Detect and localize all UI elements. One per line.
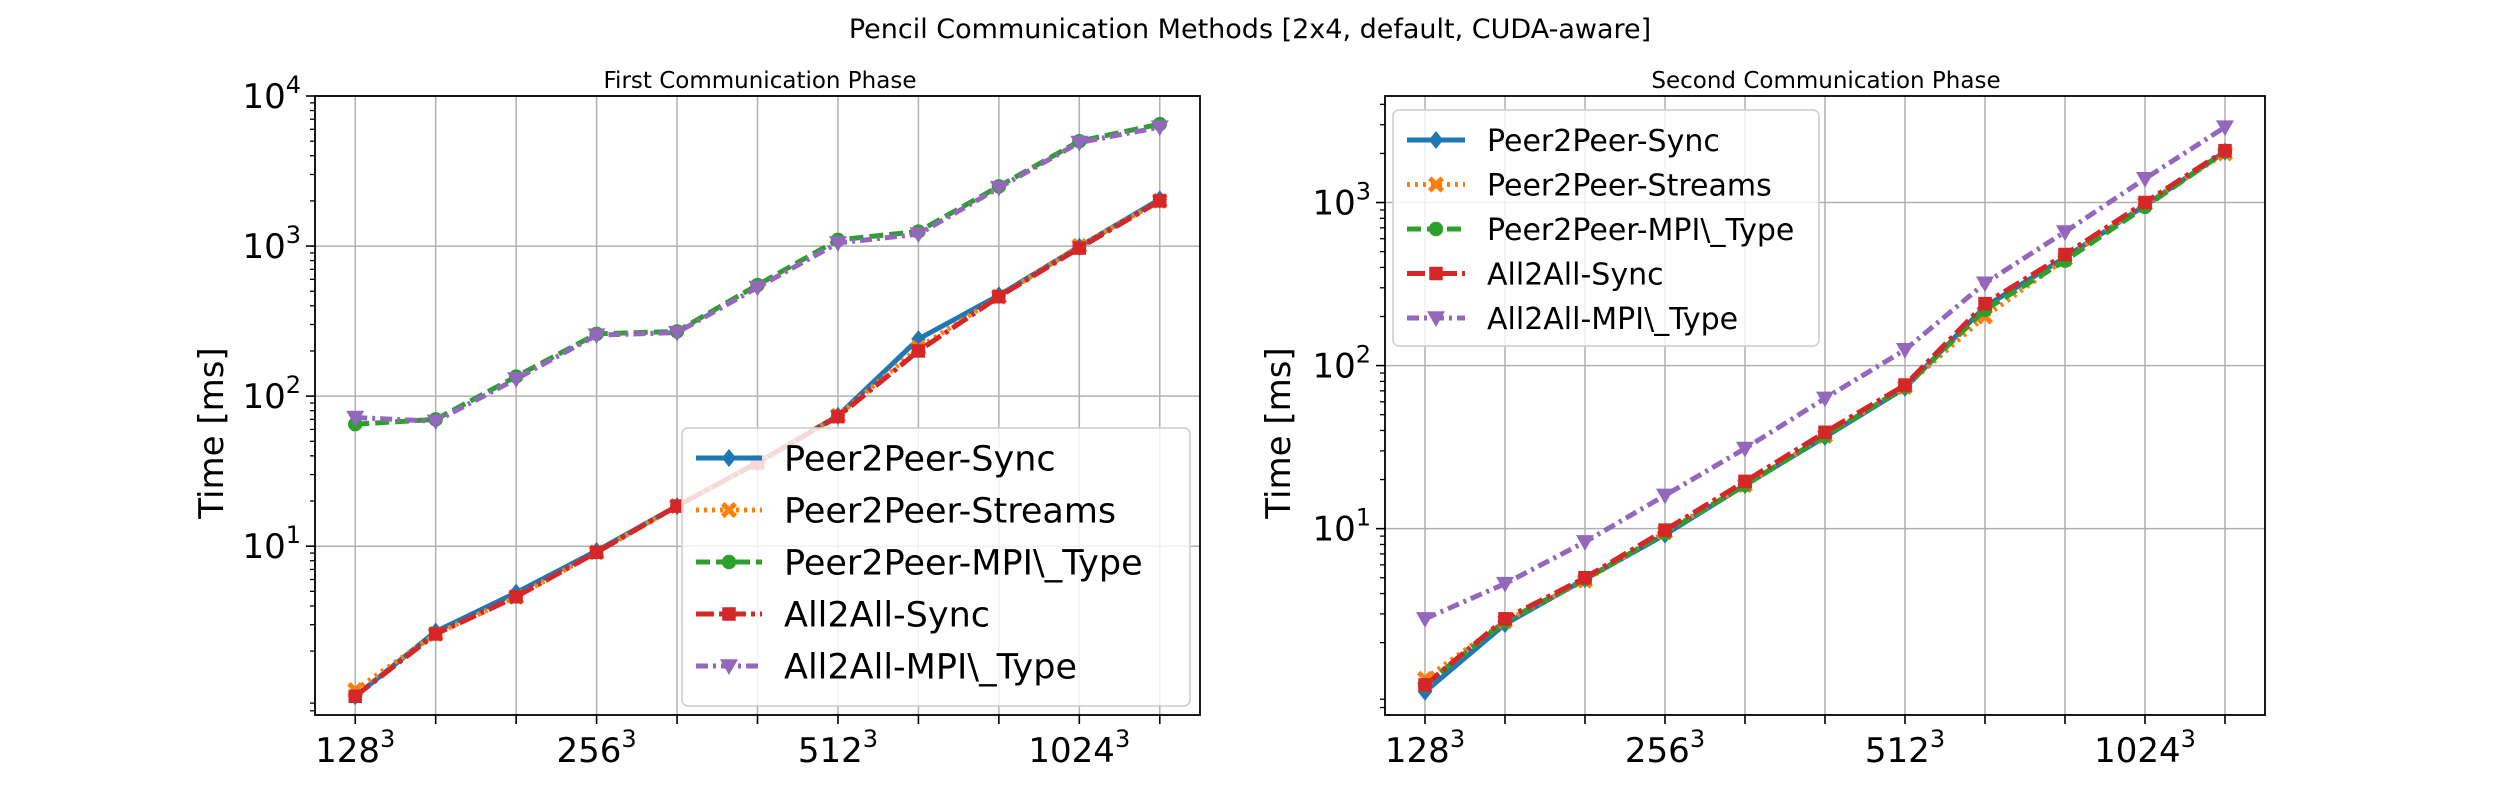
data-point <box>1898 378 1912 392</box>
chart-second-phase: Second Communication Phase Time [ms] 101… <box>1259 68 2266 771</box>
data-point <box>1656 488 1674 505</box>
data-point <box>1736 441 1754 458</box>
x-tick-label: 2563 <box>556 725 636 771</box>
legend-marker <box>720 659 738 675</box>
data-point <box>911 344 926 358</box>
legend-label: Peer2Peer-Sync <box>1487 124 1720 159</box>
legend-box <box>681 427 1191 707</box>
x-tick-label: 5123 <box>798 725 878 771</box>
data-point <box>1496 576 1514 593</box>
x-tick-label: 5123 <box>1865 725 1945 771</box>
x-tick-label: 10243 <box>1028 725 1130 771</box>
data-point <box>1576 535 1594 551</box>
data-point <box>1153 194 1167 208</box>
legend-marker <box>721 449 737 467</box>
data-point <box>989 180 1008 197</box>
data-point <box>507 372 526 389</box>
series-all2all-sync <box>1418 143 2232 692</box>
data-point <box>1070 135 1089 152</box>
y-tick-label: 101 <box>1312 504 1371 550</box>
legend-label: All2All-MPI\_Type <box>1487 302 1738 337</box>
y-tick-label: 103 <box>242 221 301 267</box>
series-all2all-sync <box>348 194 1167 704</box>
legend-marker <box>1427 176 1445 193</box>
data-point <box>1498 612 1512 626</box>
legend-label: All2All-Sync <box>1487 257 1664 292</box>
legend-marker <box>721 554 737 570</box>
data-point <box>1418 678 1432 692</box>
legend-marker <box>1427 311 1445 327</box>
data-point <box>428 627 443 641</box>
legend-box <box>1392 109 1820 347</box>
series-all2all-mpi-type <box>1416 120 2234 628</box>
legend-label: Peer2Peer-MPI\_Type <box>784 544 1143 584</box>
data-point <box>909 227 928 244</box>
data-point <box>670 499 684 513</box>
data-point <box>828 236 847 252</box>
data-point <box>2218 143 2232 158</box>
data-point <box>1416 612 1434 628</box>
legend-marker <box>722 607 736 621</box>
data-point <box>346 410 365 427</box>
data-point <box>589 545 604 560</box>
chart-title: Second Communication Phase <box>1651 68 2000 94</box>
legend-label: All2All-MPI\_Type <box>784 648 1077 688</box>
legend-marker <box>720 501 738 519</box>
data-point <box>1150 120 1169 137</box>
y-axis-label: Time [ms] <box>1259 347 1299 519</box>
legend: Peer2Peer-Sync Peer2Peer-Streams Peer2Peer… <box>681 427 1191 707</box>
data-point <box>2216 120 2234 137</box>
series-all2all-mpi-type <box>346 120 1169 431</box>
y-tick-label: 102 <box>242 371 301 417</box>
series-line <box>353 198 1162 699</box>
data-point <box>1816 391 1834 408</box>
x-tick-label: 1283 <box>1385 725 1465 771</box>
legend-marker <box>1429 266 1443 281</box>
legend-label: Peer2Peer-Streams <box>1487 168 1772 203</box>
x-tick-label: 2563 <box>1625 725 1705 771</box>
data-point <box>1896 343 1914 359</box>
figure-title: Pencil Communication Methods [2x4, defau… <box>849 14 1651 45</box>
legend: Peer2Peer-Sync Peer2Peer-Streams Peer2Peer… <box>1392 109 1820 347</box>
data-point <box>2058 247 2072 262</box>
legend-label: Peer2Peer-Sync <box>784 440 1056 480</box>
data-point <box>1578 571 1592 585</box>
data-point <box>992 289 1006 304</box>
data-point <box>1978 296 1992 311</box>
y-tick-label: 103 <box>1312 178 1371 224</box>
chart-first-phase: First Communication Phase Time [ms] 101 1… <box>192 68 1201 771</box>
data-point <box>668 325 687 342</box>
legend-label: Peer2Peer-MPI\_Type <box>1487 213 1794 248</box>
x-tick-label: 10243 <box>2094 725 2196 771</box>
y-tick-label: 101 <box>242 521 301 567</box>
data-point <box>426 414 445 431</box>
data-point <box>509 590 523 604</box>
chart-title: First Communication Phase <box>604 68 917 94</box>
x-tick-label: 1283 <box>315 725 395 771</box>
data-point <box>2056 225 2074 241</box>
legend-label: All2All-Sync <box>784 596 990 636</box>
data-point <box>831 409 845 424</box>
legend-marker <box>1428 131 1444 149</box>
data-point <box>2136 171 2154 188</box>
data-point <box>748 280 767 297</box>
data-point <box>587 328 606 345</box>
data-point <box>1818 425 1832 440</box>
data-point <box>2138 195 2152 210</box>
data-point <box>1658 523 1672 537</box>
y-axis-label: Time [ms] <box>192 347 232 519</box>
y-tick-label: 102 <box>1312 341 1371 387</box>
data-point <box>348 689 362 704</box>
data-point <box>1976 276 1994 293</box>
y-tick-label: 104 <box>242 71 301 117</box>
data-point <box>1072 241 1087 255</box>
data-point <box>1738 474 1752 489</box>
legend-label: Peer2Peer-Streams <box>784 492 1116 532</box>
legend-marker <box>1428 221 1444 237</box>
